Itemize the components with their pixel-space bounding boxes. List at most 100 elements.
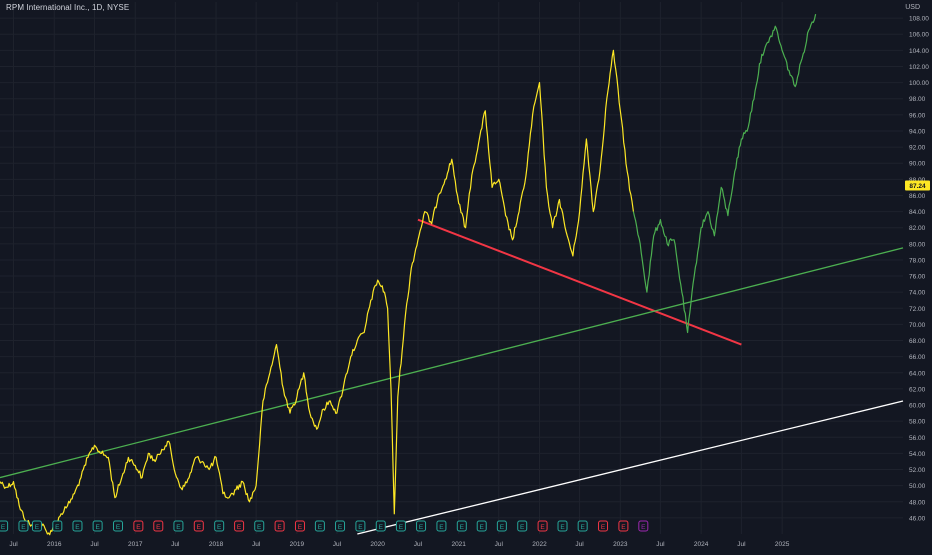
x-tick-label: 2022 [532, 541, 547, 548]
earnings-marker[interactable]: E [476, 520, 487, 532]
earnings-marker[interactable]: E [598, 520, 609, 532]
earnings-marker[interactable]: E [52, 520, 63, 532]
earnings-marker[interactable]: E [133, 520, 144, 532]
y-tick-label: 50.00 [909, 483, 926, 490]
earnings-marker[interactable]: E [193, 520, 204, 532]
earnings-marker[interactable]: E [537, 520, 548, 532]
earnings-marker[interactable]: E [577, 520, 588, 532]
earnings-marker[interactable]: E [112, 520, 123, 532]
price-line-green[interactable] [632, 13, 817, 334]
earnings-marker-box [31, 520, 42, 532]
earnings-marker-letter: E [540, 524, 545, 531]
price-series [0, 13, 817, 536]
white-trend-line[interactable] [357, 400, 904, 535]
last-price-box [905, 180, 930, 191]
earnings-marker[interactable]: E [294, 520, 305, 532]
earnings-marker-box [274, 520, 285, 532]
y-tick-label: 96.00 [909, 112, 926, 119]
earnings-marker[interactable]: E [314, 520, 325, 532]
earnings-marker[interactable]: E [31, 520, 42, 532]
earnings-marker-letter: E [460, 524, 465, 531]
earnings-marker-box [557, 520, 568, 532]
y-tick-label: 76.00 [909, 274, 926, 281]
earnings-marker[interactable]: E [335, 520, 346, 532]
y-tick-label: 94.00 [909, 128, 926, 135]
earnings-marker[interactable]: E [254, 520, 265, 532]
y-tick-label: 54.00 [909, 451, 926, 458]
earnings-marker[interactable]: E [274, 520, 285, 532]
earnings-marker[interactable]: E [92, 520, 103, 532]
earnings-marker[interactable]: E [618, 520, 629, 532]
earnings-marker-letter: E [358, 524, 363, 531]
y-tick-label: 62.00 [909, 386, 926, 393]
x-axis[interactable]: Jul 2016 Jul 2017 Jul 2018 Jul 2019 Jul 2020 Jul 20… [9, 541, 789, 548]
y-tick-label: 88.00 [909, 177, 926, 184]
earnings-marker-letter: E [217, 524, 222, 531]
earnings-marker[interactable]: E [395, 520, 406, 532]
earnings-marker-letter: E [621, 524, 626, 531]
earnings-marker[interactable]: E [517, 520, 528, 532]
earnings-marker[interactable]: E [18, 520, 29, 532]
earnings-marker-letter: E [1, 524, 6, 531]
earnings-marker[interactable]: E [72, 520, 83, 532]
y-tick-label: 46.00 [909, 515, 926, 522]
earnings-marker-box [638, 520, 649, 532]
earnings-marker-box [496, 520, 507, 532]
earnings-marker-letter: E [237, 524, 242, 531]
earnings-marker-box [517, 520, 528, 532]
earnings-marker[interactable]: E [234, 520, 245, 532]
earnings-marker[interactable]: E [214, 520, 225, 532]
y-tick-label: 102.00 [909, 64, 929, 71]
earnings-marker-box [72, 520, 83, 532]
x-tick-label: 2024 [694, 541, 709, 548]
earnings-marker[interactable]: E [557, 520, 568, 532]
y-axis[interactable]: 46.00 48.00 50.00 52.00 54.00 56.00 58.00 60.00… [909, 16, 929, 523]
earnings-marker-letter: E [338, 524, 343, 531]
y-tick-label: 98.00 [909, 96, 926, 103]
currency-label: USD [905, 4, 920, 11]
y-tick-label: 48.00 [909, 499, 926, 506]
price-line-yellow[interactable] [0, 49, 634, 536]
earnings-marker-letter: E [500, 524, 505, 531]
earnings-marker-letter: E [176, 524, 181, 531]
earnings-marker-letter: E [298, 524, 303, 531]
earnings-marker[interactable]: E [355, 520, 366, 532]
earnings-marker-box [0, 520, 9, 532]
y-tick-label: 82.00 [909, 225, 926, 232]
x-tick-label: Jul [495, 541, 504, 548]
earnings-marker[interactable]: E [456, 520, 467, 532]
y-tick-label: 56.00 [909, 435, 926, 442]
earnings-marker-box [416, 520, 427, 532]
y-tick-label: 70.00 [909, 322, 926, 329]
earnings-marker[interactable]: E [436, 520, 447, 532]
earnings-marker-box [214, 520, 225, 532]
earnings-marker[interactable]: E [153, 520, 164, 532]
y-tick-label: 84.00 [909, 209, 926, 216]
earnings-marker-letter: E [277, 524, 282, 531]
green-trend-line[interactable] [0, 247, 904, 479]
earnings-marker-box [618, 520, 629, 532]
earnings-marker[interactable]: E [375, 520, 386, 532]
y-tick-label: 74.00 [909, 290, 926, 297]
y-tick-label: 78.00 [909, 257, 926, 264]
earnings-marker-letter: E [116, 524, 121, 531]
earnings-marker[interactable]: E [638, 520, 649, 532]
earnings-marker[interactable]: E [416, 520, 427, 532]
x-tick-label: Jul [656, 541, 665, 548]
earnings-marker-box [173, 520, 184, 532]
earnings-marker[interactable]: E [496, 520, 507, 532]
red-trend-line[interactable] [417, 218, 742, 346]
y-tick-label: 60.00 [909, 403, 926, 410]
x-tick-label: 2025 [775, 541, 790, 548]
earnings-marker-letter: E [439, 524, 444, 531]
earnings-marker-letter: E [55, 524, 60, 531]
earnings-marker[interactable]: E [173, 520, 184, 532]
earnings-marker[interactable]: E [0, 520, 9, 532]
y-tick-label: 64.00 [909, 370, 926, 377]
earnings-marker-letter: E [197, 524, 202, 531]
earnings-marker-letter: E [601, 524, 606, 531]
x-tick-label: Jul [90, 541, 99, 548]
x-tick-label: Jul [414, 541, 423, 548]
